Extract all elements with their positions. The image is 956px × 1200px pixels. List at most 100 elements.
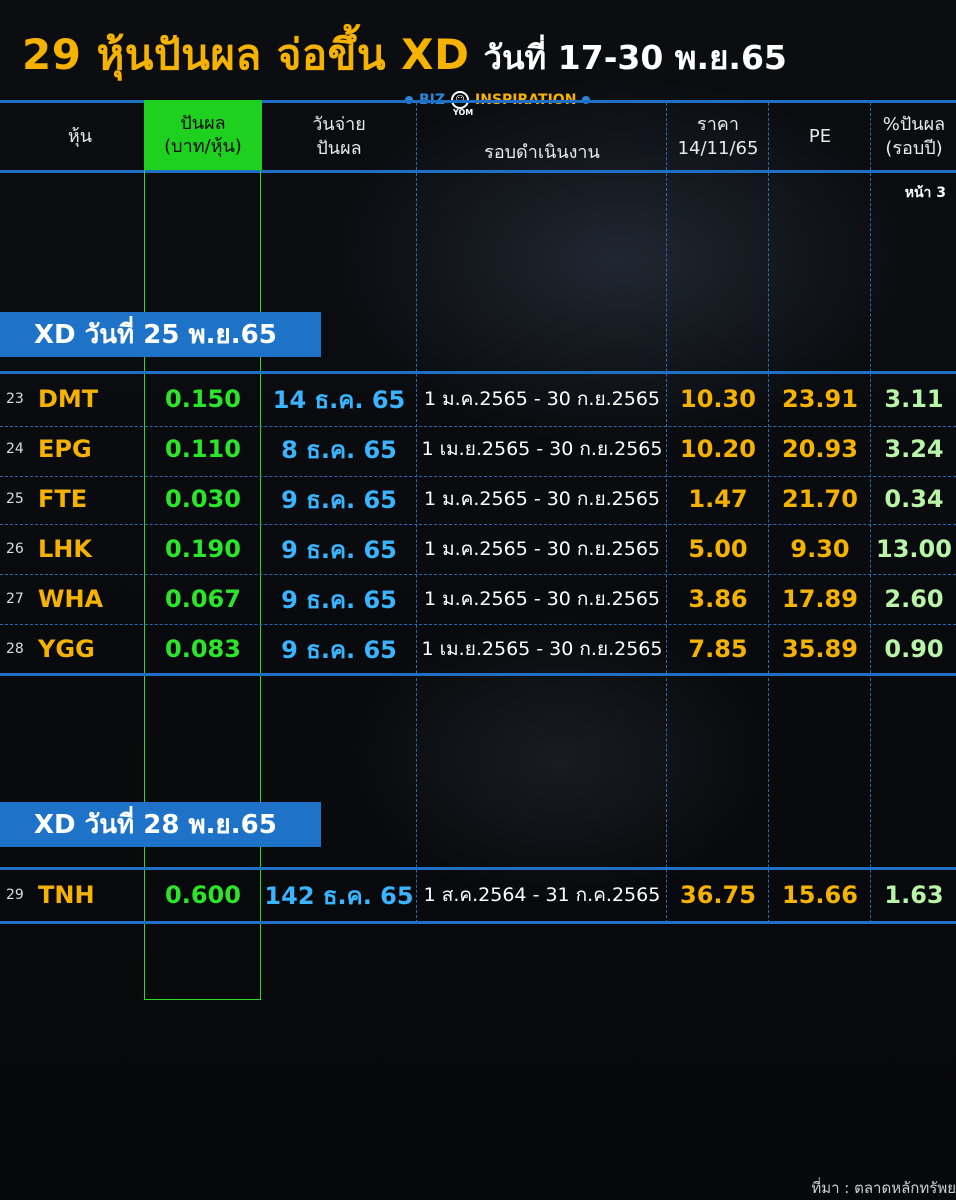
row-paydate: 9 ธ.ค. 65: [281, 485, 397, 514]
col-divider: [416, 673, 417, 923]
table-row: 28 YGG 0.083 9 ธ.ค. 65 1 เม.ย.2565 - 30 …: [0, 624, 956, 674]
row-paydate: 142 ธ.ค. 65: [264, 881, 414, 910]
row-price: 7.85: [688, 635, 748, 663]
table-row: 25 FTE 0.030 9 ธ.ค. 65 1 ม.ค.2565 - 30 ก…: [0, 474, 956, 524]
row-dividend: 0.190: [165, 535, 241, 563]
header-price-line1: ราคา: [697, 114, 739, 135]
header-period-label: รอบดำเนินงาน: [484, 142, 600, 163]
table-row: 29 TNH 0.600 142 ธ.ค. 65 1 ส.ค.2564 - 31…: [0, 870, 956, 920]
row-price: 3.86: [688, 585, 748, 613]
section2-bottom-rule: [0, 921, 956, 924]
header-paydate: วันจ่าย ปันผล: [264, 104, 414, 170]
row-symbol: WHA: [38, 585, 104, 613]
row-paydate: 9 ธ.ค. 65: [281, 585, 397, 614]
header-period: รอบดำเนินงาน: [418, 108, 666, 174]
page-title: 29 หุ้นปันผล จ่อขึ้น XD วันที่ 17-30 พ.ย…: [22, 22, 942, 92]
header-stock: หุ้น: [20, 104, 140, 170]
row-divider: [0, 524, 956, 526]
row-no: 24: [6, 441, 24, 457]
header-pe-label: PE: [808, 126, 832, 147]
row-paydate: 14 ธ.ค. 65: [272, 385, 406, 414]
row-dividend: 0.030: [165, 485, 241, 513]
row-divider: [0, 426, 956, 428]
col-divider: [870, 173, 871, 673]
col-divider: [666, 673, 667, 923]
section-badge-xd-25: XD วันที่ 25 พ.ย.65: [0, 312, 321, 357]
row-yield: 0.90: [884, 635, 944, 663]
header-dividend-line1: ปันผล: [180, 113, 226, 134]
header-top-rule: [0, 100, 956, 103]
row-divider: [0, 574, 956, 576]
header-yield-line1: %ปันผล: [882, 114, 946, 135]
source-note: ที่มา : ตลาดหลักทรัพย: [811, 1179, 956, 1197]
page-number: หน้า 3: [904, 185, 946, 201]
row-price: 1.47: [688, 485, 748, 513]
header-bottom-rule: [0, 170, 956, 173]
col-divider: [416, 173, 417, 673]
row-symbol: YGG: [38, 635, 95, 663]
header-paydate-line1: วันจ่าย: [312, 114, 366, 135]
title-date: วันที่ 17-30 พ.ย.65: [483, 38, 787, 77]
table-row: 26 LHK 0.190 9 ธ.ค. 65 1 ม.ค.2565 - 30 ก…: [0, 524, 956, 574]
row-price: 5.00: [688, 535, 748, 563]
row-paydate: 8 ธ.ค. 65: [281, 435, 397, 464]
header-paydate-line2: ปันผล: [316, 138, 362, 159]
row-price: 10.30: [680, 385, 756, 413]
row-no: 28: [6, 641, 24, 657]
row-yield: 1.63: [884, 881, 944, 909]
row-divider: [0, 624, 956, 626]
row-symbol: EPG: [38, 435, 92, 463]
row-period: 1 เม.ย.2565 - 30 ก.ย.2565: [421, 438, 663, 460]
header-pe: PE: [770, 104, 870, 170]
row-yield: 3.11: [884, 385, 944, 413]
row-symbol: DMT: [38, 385, 99, 413]
row-dividend: 0.067: [165, 585, 241, 613]
col-divider: [768, 103, 769, 170]
row-yield: 0.34: [884, 485, 944, 513]
title-main: 29 หุ้นปันผล จ่อขึ้น XD: [22, 30, 470, 79]
dividend-column-highlight: [144, 170, 261, 1000]
row-no: 29: [6, 887, 24, 903]
row-pe: 23.91: [782, 385, 858, 413]
brand-sub: YOM: [453, 108, 474, 117]
header-yield-line2: (รอบปี): [885, 138, 943, 159]
header-dividend: ปันผล (บาท/หุ้น): [144, 100, 262, 170]
row-yield: 2.60: [884, 585, 944, 613]
row-pe: 21.70: [782, 485, 858, 513]
header-dividend-line2: (บาท/หุ้น): [164, 136, 242, 157]
row-price: 10.20: [680, 435, 756, 463]
section1-bottom-rule: [0, 673, 956, 676]
row-dividend: 0.600: [165, 881, 241, 909]
col-divider: [768, 673, 769, 923]
row-period: 1 เม.ย.2565 - 30 ก.ย.2565: [421, 638, 663, 660]
row-period: 1 ส.ค.2564 - 31 ก.ค.2565: [423, 884, 661, 906]
row-period: 1 ม.ค.2565 - 30 ก.ย.2565: [423, 588, 660, 610]
row-period: 1 ม.ค.2565 - 30 ก.ย.2565: [423, 488, 660, 510]
header-price-line2: 14/11/65: [677, 138, 759, 159]
row-pe: 9.30: [790, 535, 850, 563]
row-yield: 3.24: [884, 435, 944, 463]
col-divider: [870, 673, 871, 923]
row-pe: 17.89: [782, 585, 858, 613]
col-divider: [416, 103, 417, 170]
col-divider: [768, 173, 769, 673]
table-row: 27 WHA 0.067 9 ธ.ค. 65 1 ม.ค.2565 - 30 ก…: [0, 574, 956, 624]
row-paydate: 9 ธ.ค. 65: [281, 635, 397, 664]
row-period: 1 ม.ค.2565 - 30 ก.ย.2565: [423, 388, 660, 410]
header-stock-label: หุ้น: [67, 126, 93, 147]
row-period: 1 ม.ค.2565 - 30 ก.ย.2565: [423, 538, 660, 560]
row-dividend: 0.083: [165, 635, 241, 663]
row-no: 23: [6, 391, 24, 407]
row-price: 36.75: [680, 881, 756, 909]
header-price: ราคา 14/11/65: [668, 104, 768, 170]
col-divider: [666, 103, 667, 170]
section2-top-rule: [0, 867, 956, 870]
row-divider: [0, 476, 956, 478]
col-divider: [666, 173, 667, 673]
row-symbol: FTE: [38, 485, 88, 513]
row-no: 26: [6, 541, 24, 557]
table-row: 23 DMT 0.150 14 ธ.ค. 65 1 ม.ค.2565 - 30 …: [0, 374, 956, 424]
row-no: 27: [6, 591, 24, 607]
row-pe: 20.93: [782, 435, 858, 463]
